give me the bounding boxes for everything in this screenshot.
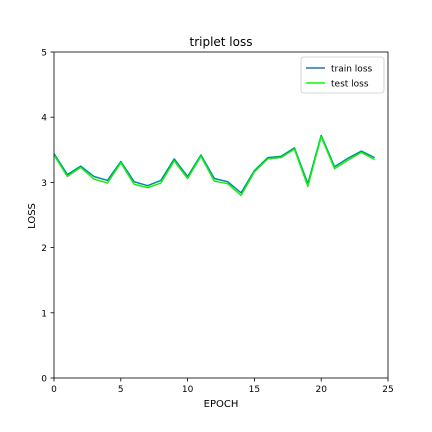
legend-label: test loss — [331, 80, 369, 90]
y-axis-label: LOSS — [27, 203, 38, 229]
y-tick-label: 3 — [41, 179, 47, 189]
x-tick-label: 5 — [118, 385, 124, 395]
plot-frame — [53, 51, 389, 379]
x-tick-label: 0 — [51, 385, 57, 395]
x-axis-label: EPOCH — [204, 399, 239, 410]
y-tick-label: 1 — [41, 309, 47, 319]
y-tick-label: 0 — [41, 375, 47, 385]
legend-box — [300, 56, 385, 94]
y-tick-label: 5 — [41, 49, 47, 59]
x-tick-label: 10 — [182, 385, 194, 395]
y-tick-label: 2 — [41, 244, 47, 254]
series-line-train-loss — [53, 134, 375, 194]
plot-area: 0 5 10 15 20 25 0 1 2 3 4 5 train loss test loss — [41, 49, 393, 396]
y-tick-label: 4 — [41, 114, 47, 124]
chart-title: triplet loss — [189, 35, 252, 49]
x-tick-label: 25 — [382, 385, 393, 395]
x-tick-label: 20 — [315, 385, 327, 395]
legend-label: train loss — [331, 65, 373, 75]
series-line-test-loss — [53, 136, 375, 197]
x-tick-label: 15 — [249, 385, 260, 395]
